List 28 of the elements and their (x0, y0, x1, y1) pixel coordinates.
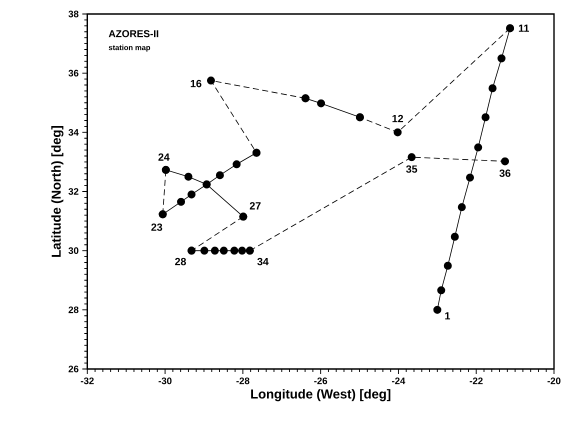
x-tick-label: -20 (548, 378, 560, 384)
x-tick-label: -24 (392, 378, 406, 384)
annotation: 35 (406, 165, 418, 173)
annotation: 24 (158, 153, 170, 161)
x-axis-title: Longitude (West) [deg] (251, 389, 390, 402)
y-tick-label: 38 (68, 10, 78, 18)
y-axis-title: Latitude (North) [deg] (51, 126, 64, 257)
y-tick-label: 28 (68, 306, 78, 314)
annotation: 11 (518, 24, 530, 32)
annotation: 23 (151, 223, 162, 231)
x-tick-label: -28 (236, 378, 250, 384)
annotation: 28 (175, 258, 186, 266)
y-tick-label: 32 (68, 188, 78, 195)
annotation: 36 (499, 170, 510, 177)
annotation: 27 (250, 202, 261, 210)
y-tick-label: 36 (68, 70, 78, 77)
x-tick-label: -30 (158, 378, 172, 384)
annotation: 34 (257, 258, 269, 266)
annotation: 12 (392, 114, 404, 122)
annotation: 16 (190, 80, 202, 88)
y-tick-label: 26 (68, 366, 78, 372)
x-tick-label: -32 (80, 378, 94, 384)
x-tick-label: -22 (470, 378, 483, 384)
text: AZORES-II (108, 30, 158, 38)
x-tick-label: -26 (314, 378, 328, 384)
annotation: 1 (445, 312, 450, 320)
y-tick-label: 30 (68, 247, 78, 254)
y-tick-label: 34 (68, 128, 79, 136)
